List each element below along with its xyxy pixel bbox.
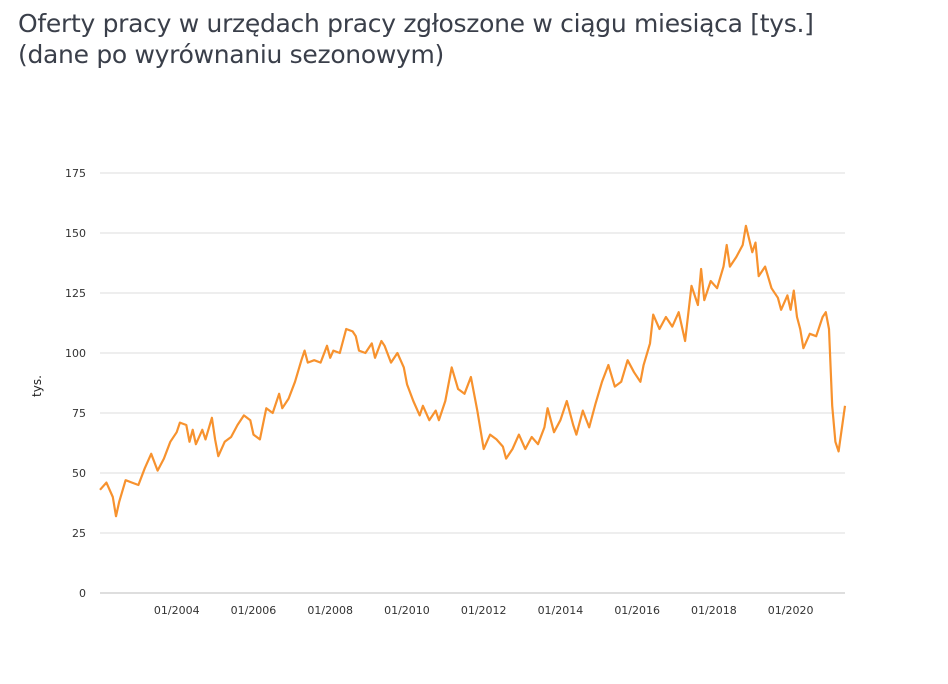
y-tick-label: 175 [65,167,86,180]
chart-title-line-2: (dane po wyrównaniu sezonowym) [18,40,444,69]
gridlines [100,172,845,594]
chart-title-line-1: Oferty pracy w urzędach pracy zgłoszone … [18,9,814,38]
x-tick-label: 01/2008 [307,604,353,617]
y-tick-label: 50 [72,467,86,480]
y-tick-label: 25 [72,527,86,540]
y-axis-label: tys. [30,375,44,397]
x-tick-label: 01/2006 [231,604,277,617]
x-tick-label: 01/2014 [538,604,584,617]
y-tick-label: 100 [65,347,86,360]
x-tick-label: 01/2020 [768,604,814,617]
x-tick-label: 01/2018 [691,604,737,617]
chart-title: Oferty pracy w urzędach pracy zgłoszone … [18,8,938,70]
series-group [99,224,847,518]
x-tick-label: 01/2010 [384,604,430,617]
y-tick-label: 75 [72,407,86,420]
x-tick-label: 01/2004 [154,604,200,617]
x-axis-ticks: 01/2004 01/2006 01/2008 01/2010 01/2012 01/20… [154,604,814,617]
x-tick-label: 01/2012 [461,604,507,617]
y-axis-ticks: 0 25 50 75 100 125 150 175 [65,167,86,600]
y-tick-label: 150 [65,227,86,240]
x-tick-label: 01/2016 [614,604,660,617]
y-tick-label: 125 [65,287,86,300]
y-tick-label: 0 [79,587,86,600]
series-line [99,224,847,518]
